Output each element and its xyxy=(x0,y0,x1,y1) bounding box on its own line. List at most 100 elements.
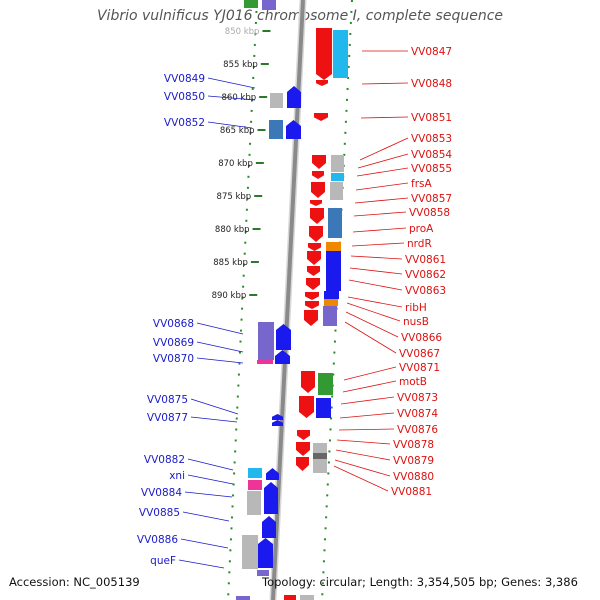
gene-label-VV0867: VV0867 xyxy=(399,348,440,360)
gene-label-VV0870: VV0870 xyxy=(153,353,194,365)
cds-feature xyxy=(316,398,331,418)
gene-label-VV0868: VV0868 xyxy=(153,318,194,330)
gene-label-VV0881: VV0881 xyxy=(391,486,432,498)
gene-leader-line xyxy=(347,296,403,308)
cds-feature xyxy=(284,595,296,600)
gene-label-frsA: frsA xyxy=(411,178,432,190)
gene-leader-line xyxy=(342,380,397,393)
gene-label-VV0869: VV0869 xyxy=(153,337,194,349)
gene-leader-line xyxy=(343,366,397,381)
gene-label-nrdR: nrdR xyxy=(407,238,432,250)
gene-label-ribH: ribH xyxy=(405,302,427,314)
cds-feature xyxy=(244,0,258,8)
gene-label-VV0875: VV0875 xyxy=(147,394,188,406)
gene-leader-line xyxy=(349,267,403,275)
gene-leader-line xyxy=(351,242,405,247)
cds-feature xyxy=(270,93,283,108)
gene-leader-line xyxy=(361,82,409,85)
cds-feature xyxy=(314,113,328,121)
gene-label-proA: proA xyxy=(409,223,434,235)
cds-feature xyxy=(310,208,324,224)
gene-leader-line xyxy=(190,398,239,415)
cds-feature xyxy=(313,443,327,453)
cds-feature xyxy=(324,299,338,306)
cds-feature xyxy=(326,251,341,291)
cds-feature xyxy=(313,453,327,459)
gene-label-VV0852: VV0852 xyxy=(164,117,205,129)
cds-feature xyxy=(324,291,339,299)
cds-feature xyxy=(326,242,341,251)
gene-leader-line xyxy=(187,458,234,471)
cds-feature xyxy=(242,535,258,569)
accession-text: Accession: NC_005139 xyxy=(9,575,140,589)
cds-feature xyxy=(236,596,250,600)
gene-leader-line xyxy=(352,227,407,233)
cds-feature xyxy=(330,182,343,200)
cds-feature xyxy=(306,278,320,290)
gene-leader-line xyxy=(355,182,409,191)
cds-feature xyxy=(287,86,301,108)
gene-label-VV0851: VV0851 xyxy=(411,112,452,124)
gene-label-VV0850: VV0850 xyxy=(164,91,205,103)
scale-label: 885 kbp xyxy=(213,258,248,268)
gene-label-queF: queF xyxy=(150,555,176,567)
cds-feature xyxy=(318,373,333,395)
cds-feature xyxy=(311,182,325,198)
cds-feature xyxy=(299,396,314,418)
cds-feature xyxy=(269,120,283,139)
gene-label-VV0885: VV0885 xyxy=(139,507,180,519)
gene-leader-line xyxy=(340,396,395,405)
gene-label-VV0862: VV0862 xyxy=(405,269,446,281)
cds-feature xyxy=(333,30,348,78)
gene-leader-line xyxy=(336,439,391,445)
scale-label: 865 kbp xyxy=(220,126,255,136)
gene-leader-line xyxy=(207,95,256,101)
cds-feature xyxy=(296,457,309,471)
gene-leader-line xyxy=(184,491,233,498)
scale-label: 890 kbp xyxy=(212,291,247,301)
cds-feature xyxy=(309,226,323,242)
cds-feature xyxy=(264,482,278,514)
gene-label-VV0863: VV0863 xyxy=(405,285,446,297)
gene-leader-line xyxy=(356,167,409,177)
cds-feature xyxy=(257,570,269,576)
gene-label-VV0853: VV0853 xyxy=(411,133,452,145)
gene-label-VV0848: VV0848 xyxy=(411,78,452,90)
gene-leader-line xyxy=(190,416,238,423)
cds-feature xyxy=(304,310,318,326)
cds-feature xyxy=(296,442,310,456)
cds-feature xyxy=(248,480,262,490)
gene-leader-line xyxy=(360,116,409,119)
cds-feature xyxy=(297,430,310,440)
gene-leader-line xyxy=(196,322,244,335)
gene-leader-line xyxy=(182,511,230,522)
cds-feature xyxy=(286,120,301,139)
gene-leader-line xyxy=(339,412,395,419)
cds-feature xyxy=(272,414,283,420)
cds-feature xyxy=(308,243,321,251)
gene-label-motB: motB xyxy=(399,376,427,388)
gene-label-VV0849: VV0849 xyxy=(164,73,205,85)
gene-label-VV0858: VV0858 xyxy=(409,207,450,219)
gene-label-VV0857: VV0857 xyxy=(411,193,452,205)
cds-feature xyxy=(257,360,273,364)
gene-label-VV0886: VV0886 xyxy=(137,534,178,546)
gene-leader-line xyxy=(338,428,395,431)
cds-feature xyxy=(262,0,276,10)
gene-label-VV0884: VV0884 xyxy=(141,487,182,499)
gene-label-VV0880: VV0880 xyxy=(393,471,434,483)
gene-leader-line xyxy=(357,153,409,169)
gene-label-VV0874: VV0874 xyxy=(397,408,438,420)
gene-label-VV0873: VV0873 xyxy=(397,392,438,404)
cds-feature xyxy=(312,171,324,179)
gene-leader-line xyxy=(180,538,229,549)
gene-label-VV0876: VV0876 xyxy=(397,424,438,436)
gene-leader-line xyxy=(346,302,401,322)
cds-feature xyxy=(275,350,290,364)
gene-label-VV0877: VV0877 xyxy=(147,412,188,424)
gene-leader-line xyxy=(335,449,391,461)
gene-label-xni: xni xyxy=(169,470,185,482)
cds-feature xyxy=(272,420,283,426)
gene-leader-line xyxy=(196,341,244,353)
cds-feature xyxy=(310,200,322,206)
